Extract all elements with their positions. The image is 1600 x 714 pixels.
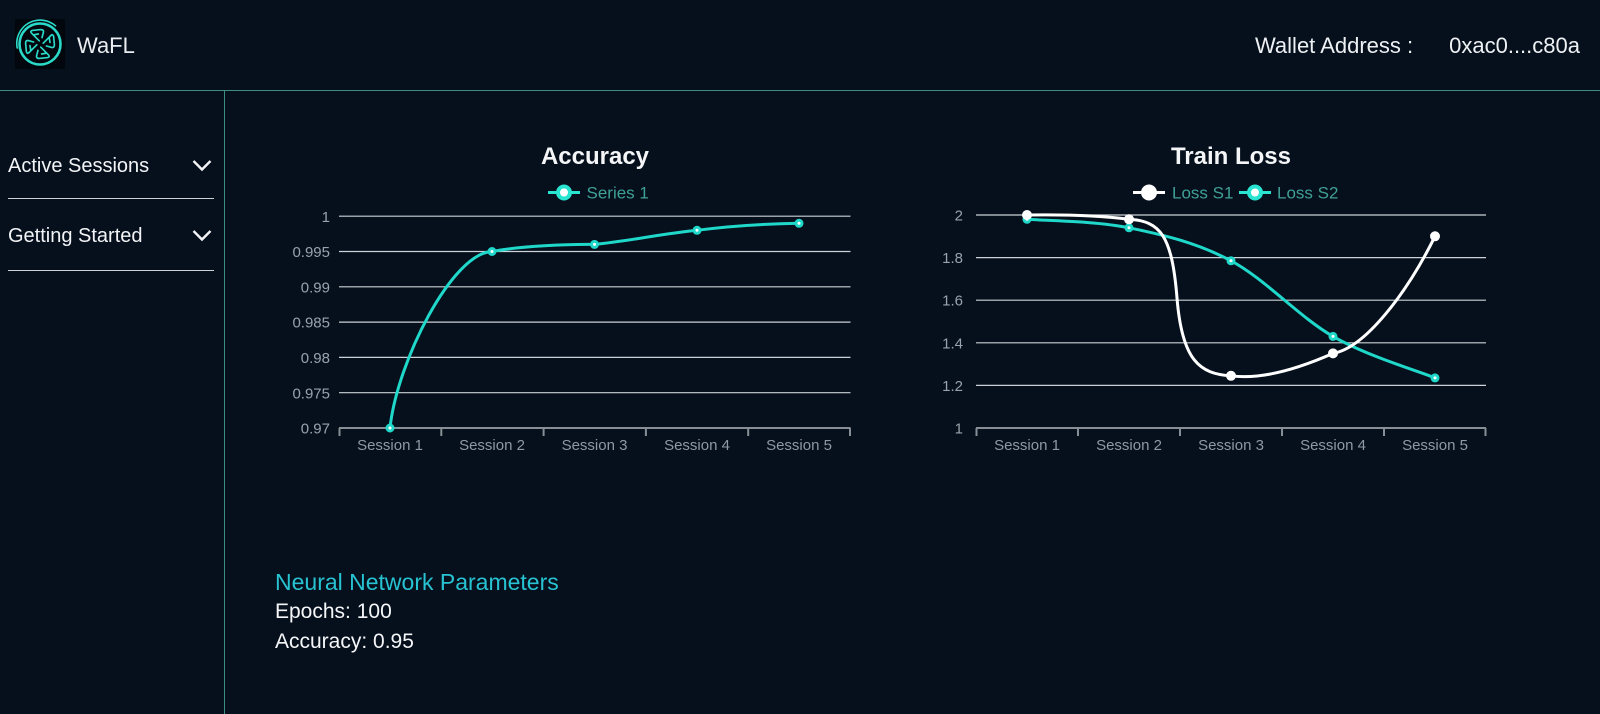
svg-text:2: 2 — [955, 208, 963, 225]
svg-text:Session 2: Session 2 — [1096, 437, 1162, 454]
svg-text:0.975: 0.975 — [292, 386, 330, 403]
svg-text:Loss S1: Loss S1 — [1172, 184, 1233, 203]
svg-text:Session 5: Session 5 — [766, 437, 832, 454]
svg-text:0.985: 0.985 — [292, 315, 330, 332]
svg-text:1.2: 1.2 — [942, 378, 963, 395]
svg-text:Session 1: Session 1 — [357, 437, 423, 454]
svg-text:Session 2: Session 2 — [459, 437, 525, 454]
svg-text:1.6: 1.6 — [942, 293, 963, 310]
svg-text:0.995: 0.995 — [292, 244, 330, 261]
svg-text:Train Loss: Train Loss — [1171, 143, 1291, 170]
svg-text:0.99: 0.99 — [301, 280, 330, 297]
svg-text:Session 4: Session 4 — [1300, 437, 1366, 454]
svg-text:Session 1: Session 1 — [994, 437, 1060, 454]
svg-text:Session 4: Session 4 — [664, 437, 730, 454]
svg-text:1.8: 1.8 — [942, 250, 963, 267]
svg-text:Session 3: Session 3 — [562, 437, 628, 454]
svg-text:1: 1 — [322, 209, 330, 226]
svg-text:Accuracy: Accuracy — [541, 143, 650, 170]
svg-text:0.98: 0.98 — [301, 350, 330, 367]
svg-text:Session 5: Session 5 — [1402, 437, 1468, 454]
svg-text:Series 1: Series 1 — [587, 184, 649, 203]
svg-text:1.4: 1.4 — [942, 335, 963, 352]
svg-text:Session 3: Session 3 — [1198, 437, 1264, 454]
svg-text:1: 1 — [955, 421, 963, 438]
svg-text:Loss S2: Loss S2 — [1277, 184, 1338, 203]
svg-text:0.97: 0.97 — [301, 421, 330, 438]
